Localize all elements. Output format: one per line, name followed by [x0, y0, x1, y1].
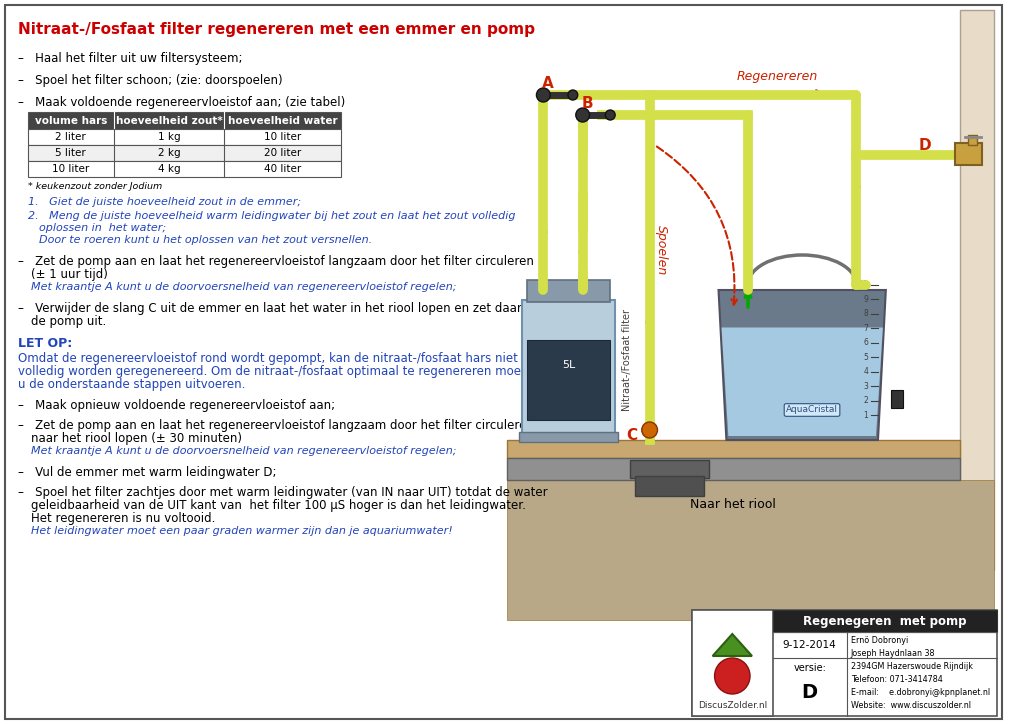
Text: E-mail:    e.dobronyi@kpnplanet.nl: E-mail: e.dobronyi@kpnplanet.nl [851, 688, 990, 697]
Text: 2.   Meng de juiste hoeveelheid warm leidingwater bij het zout en laat het zout : 2. Meng de juiste hoeveelheid warm leidi… [28, 211, 515, 221]
Text: D: D [802, 683, 817, 702]
Text: (± 1 uur tijd): (± 1 uur tijd) [32, 268, 108, 281]
Bar [28, 161, 341, 177]
Bar [28, 129, 341, 145]
Text: –   Vul de emmer met warm leidingwater D;: – Vul de emmer met warm leidingwater D; [17, 466, 276, 479]
Text: 40 liter: 40 liter [264, 164, 301, 174]
Text: versie:: versie: [793, 663, 827, 673]
Text: * keukenzout zonder Jodium: * keukenzout zonder Jodium [28, 182, 162, 191]
Bar [507, 480, 994, 620]
Bar [507, 440, 960, 458]
Bar [772, 610, 997, 632]
Bar [28, 145, 341, 161]
Bar [692, 610, 997, 716]
Text: 10: 10 [858, 280, 869, 290]
Polygon shape [718, 290, 886, 440]
Circle shape [568, 90, 578, 100]
Text: Met kraantje A kunt u de doorvoersnelheid van regenereervloeistof regelen;: Met kraantje A kunt u de doorvoersnelhei… [32, 282, 457, 292]
Text: –   Haal het filter uit uw filtersysteem;: – Haal het filter uit uw filtersysteem; [17, 52, 242, 65]
Text: u de onderstaande stappen uitvoeren.: u de onderstaande stappen uitvoeren. [17, 378, 246, 391]
Text: 10 liter: 10 liter [52, 164, 89, 174]
Text: 10 liter: 10 liter [264, 132, 301, 142]
Bar [635, 476, 704, 496]
Text: –   Spoel het filter schoon; (zie: doorspoelen): – Spoel het filter schoon; (zie: doorspo… [17, 74, 282, 87]
Text: –   Maak opnieuw voldoende regenereervloeistof aan;: – Maak opnieuw voldoende regenereervloei… [17, 399, 335, 412]
Text: 1: 1 [863, 411, 869, 420]
Text: Het regenereren is nu voltooid.: Het regenereren is nu voltooid. [32, 512, 216, 525]
Text: oplossen in  het water;: oplossen in het water; [39, 223, 167, 233]
Text: 20 liter: 20 liter [264, 148, 301, 158]
Text: DiscusZolder.nl: DiscusZolder.nl [698, 702, 767, 710]
Text: 2: 2 [863, 397, 869, 405]
Circle shape [641, 422, 658, 438]
Text: Omdat de regenereervloeistof rond wordt gepompt, kan de nitraat-/fosfaat hars ni: Omdat de regenereervloeistof rond wordt … [17, 352, 518, 365]
Text: Door te roeren kunt u het oplossen van het zout versnellen.: Door te roeren kunt u het oplossen van h… [39, 235, 372, 245]
Text: Het leidingwater moet een paar graden warmer zijn dan je aquariumwater!: Het leidingwater moet een paar graden wa… [32, 526, 453, 536]
Text: Ernö Dobronyi: Ernö Dobronyi [851, 636, 907, 645]
Text: LET OP:: LET OP: [17, 337, 72, 350]
Circle shape [715, 658, 750, 694]
Text: Naar het riool: Naar het riool [691, 499, 776, 511]
Bar [507, 458, 960, 480]
Bar [630, 460, 709, 478]
Bar [519, 432, 618, 442]
Text: volledig worden geregenereerd. Om de nitraat-/fosfaat optimaal te regenereren mo: volledig worden geregenereerd. Om de nit… [17, 365, 526, 378]
Bar [968, 135, 977, 145]
Text: 3: 3 [863, 382, 869, 391]
Text: naar het riool lopen (± 30 minuten): naar het riool lopen (± 30 minuten) [32, 432, 242, 445]
Text: Nitraat-/Fosfaat filter regenereren met een emmer en pomp: Nitraat-/Fosfaat filter regenereren met … [17, 22, 535, 37]
Text: Spoelen: Spoelen [655, 225, 668, 275]
Text: –   Spoel het filter zachtjes door met warm leidingwater (van IN naar UIT) totda: – Spoel het filter zachtjes door met war… [17, 486, 547, 499]
Text: Website:  www.discuszolder.nl: Website: www.discuszolder.nl [851, 701, 971, 710]
Bar [692, 610, 772, 716]
Text: 8: 8 [863, 309, 869, 319]
Text: AquaCristal: AquaCristal [786, 405, 838, 415]
Bar [891, 390, 902, 408]
Text: 9-12-2014: 9-12-2014 [783, 640, 837, 650]
Text: –   Zet de pomp aan en laat het regenereervloeistof langzaam door het filter cir: – Zet de pomp aan en laat het regenereer… [17, 419, 534, 432]
Text: –   Maak voldoende regenereervloeistof aan; (zie tabel): – Maak voldoende regenereervloeistof aan… [17, 96, 345, 109]
Bar [954, 143, 982, 165]
Text: Regenereren: Regenereren [737, 70, 818, 83]
Text: D: D [919, 138, 932, 153]
Text: 1.   Giet de juiste hoeveelheid zout in de emmer;: 1. Giet de juiste hoeveelheid zout in de… [28, 197, 301, 207]
Circle shape [576, 108, 589, 122]
Text: Regenegeren  met pomp: Regenegeren met pomp [803, 615, 967, 628]
Text: 2 liter: 2 liter [55, 132, 86, 142]
Text: 5: 5 [863, 353, 869, 362]
Text: A: A [542, 75, 554, 90]
Text: hoeveelheid zout*: hoeveelheid zout* [116, 116, 223, 125]
Text: –   Zet de pomp aan en laat het regenereervloeistof langzaam door het filter cir: – Zet de pomp aan en laat het regenereer… [17, 255, 534, 268]
Text: 4: 4 [863, 367, 869, 376]
Text: 7: 7 [863, 324, 869, 333]
Polygon shape [713, 634, 752, 656]
Text: volume hars: volume hars [35, 116, 107, 125]
Text: Joseph Haydnlaan 38: Joseph Haydnlaan 38 [851, 649, 935, 658]
Bar [28, 112, 341, 129]
Text: 1 kg: 1 kg [158, 132, 181, 142]
Text: 2 kg: 2 kg [158, 148, 181, 158]
Circle shape [536, 88, 550, 102]
Text: –   Verwijder de slang C uit de emmer en laat het water in het riool lopen en ze: – Verwijder de slang C uit de emmer en l… [17, 302, 536, 315]
Text: 5L: 5L [562, 360, 575, 370]
Text: geleidbaarheid van de UIT kant van  het filter 100 μS hoger is dan het leidingwa: geleidbaarheid van de UIT kant van het f… [32, 499, 527, 512]
Text: hoeveelheid water: hoeveelheid water [228, 116, 338, 125]
Bar [522, 300, 615, 440]
Text: 2394GM Hazerswoude Rijndijk: 2394GM Hazerswoude Rijndijk [851, 662, 973, 671]
Text: C: C [626, 427, 637, 442]
Text: Nitraat-/Fosfaat filter: Nitraat-/Fosfaat filter [622, 309, 632, 411]
Text: de pomp uit.: de pomp uit. [32, 315, 106, 328]
Bar [527, 280, 611, 302]
Text: 5 liter: 5 liter [55, 148, 86, 158]
Bar [527, 340, 611, 420]
Text: 9: 9 [863, 295, 869, 304]
Text: 4 kg: 4 kg [158, 164, 181, 174]
Text: B: B [582, 96, 593, 111]
Text: Met kraantje A kunt u de doorvoersnelheid van regenereervloeistof regelen;: Met kraantje A kunt u de doorvoersnelhei… [32, 446, 457, 456]
Polygon shape [721, 327, 883, 436]
Bar [960, 10, 994, 570]
Text: Telefoon: 071-3414784: Telefoon: 071-3414784 [851, 675, 942, 684]
Circle shape [606, 110, 615, 120]
Text: 6: 6 [863, 338, 869, 348]
